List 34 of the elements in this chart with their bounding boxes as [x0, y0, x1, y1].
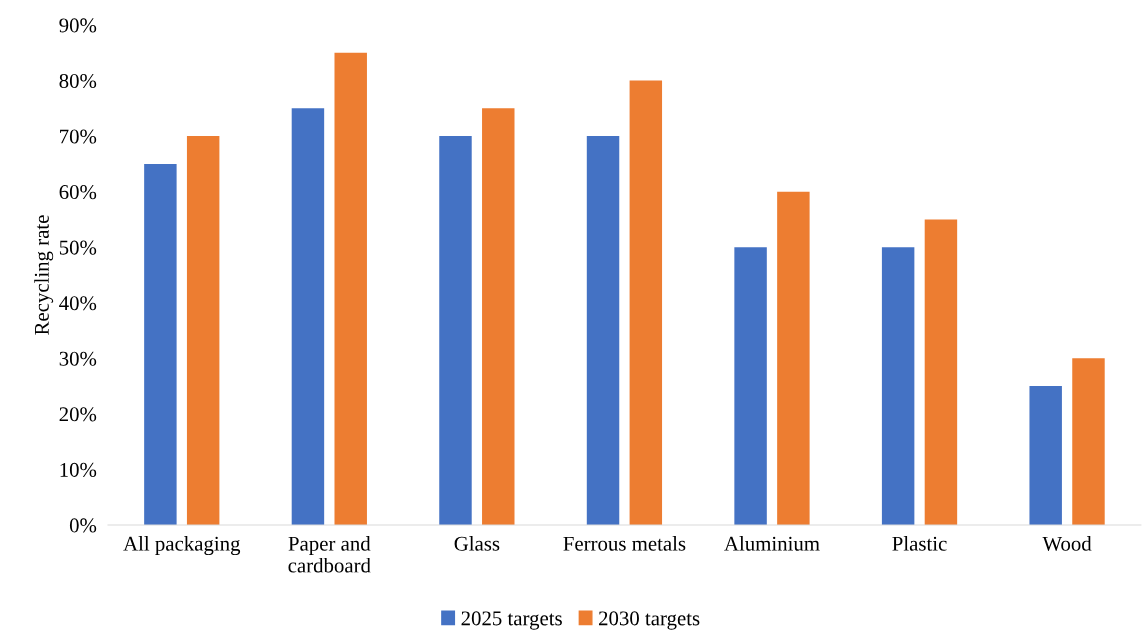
bar — [1029, 386, 1062, 525]
y-tick-label: 40% — [59, 296, 97, 311]
x-tick-label: Wood — [1042, 536, 1092, 551]
y-tick-label: 30% — [59, 351, 97, 366]
bar — [482, 108, 515, 525]
y-tick-label: 80% — [59, 73, 97, 89]
bar — [734, 247, 767, 525]
bar — [629, 80, 663, 525]
bar — [186, 136, 220, 525]
bar — [777, 191, 810, 525]
x-tick-label: Plastic — [892, 536, 947, 551]
y-axis-title: Recycling rate — [34, 215, 54, 335]
bar — [924, 219, 958, 525]
bar — [586, 136, 620, 525]
x-tick-label: Aluminium — [724, 536, 820, 551]
y-tick-label: 60% — [59, 185, 97, 200]
x-tick-label: Ferrous metals — [563, 536, 686, 551]
x-tick-label: Glass — [454, 536, 500, 551]
y-tick-label: 0% — [69, 518, 97, 533]
bar — [439, 136, 472, 525]
x-tick-label: Paper and cardboard — [288, 536, 371, 573]
bar — [1072, 358, 1105, 525]
bar — [291, 108, 325, 525]
y-tick-label: 90% — [59, 18, 97, 33]
bar — [144, 163, 177, 525]
legend-label: 2025 targets — [461, 611, 562, 630]
y-tick-label: 50% — [59, 240, 97, 255]
x-tick-label: All packaging — [123, 536, 241, 556]
y-tick-label: 70% — [60, 129, 97, 144]
legend-label: 2030 targets — [599, 611, 700, 630]
bar — [881, 247, 915, 525]
y-tick-label: 10% — [60, 462, 97, 477]
bar — [334, 52, 367, 525]
y-tick-label: 20% — [59, 407, 97, 422]
